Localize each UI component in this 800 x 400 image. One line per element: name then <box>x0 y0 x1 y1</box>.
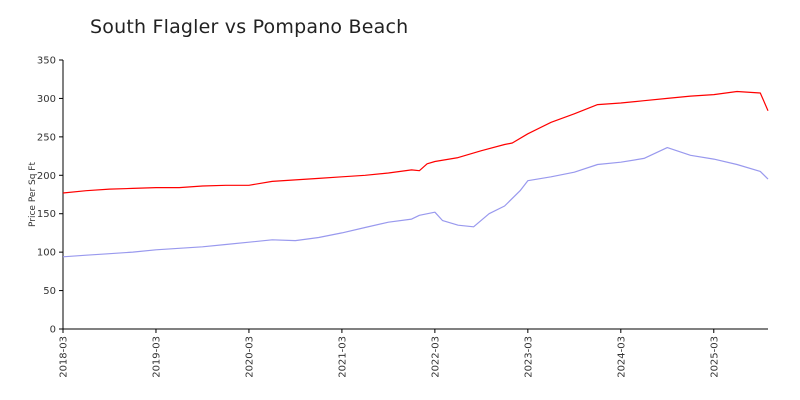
x-tick-label: 2024-03 <box>616 336 627 378</box>
x-tick-label: 2020-03 <box>244 336 255 378</box>
y-axis-label: Price Per Sq Ft <box>28 162 38 227</box>
y-tick-label: 250 <box>37 132 56 143</box>
y-tick-label: 200 <box>37 171 56 182</box>
x-tick-label: 2018-03 <box>59 336 70 378</box>
x-tick-label: 2022-03 <box>430 336 441 378</box>
series-line-1 <box>62 90 769 194</box>
y-tick-label: 150 <box>37 209 56 220</box>
y-tick-label: 100 <box>37 248 56 259</box>
y-tick-label: 300 <box>37 94 56 105</box>
series-group <box>62 90 769 258</box>
x-tick-label: 2023-03 <box>523 336 534 378</box>
x-tick-label: 2019-03 <box>151 336 162 378</box>
y-tick-label: 350 <box>37 56 56 67</box>
y-tick-label: 0 <box>50 325 56 336</box>
axes: 0 50 100 150 200 250 300 350 Price Per Sq Ft 2018… <box>28 56 768 378</box>
series-line-2 <box>62 147 769 258</box>
x-tick-label: 2021-03 <box>337 336 348 378</box>
chart-title: South Flagler vs Pompano Beach <box>90 16 409 38</box>
x-tick-label: 2025-03 <box>709 336 720 378</box>
y-tick-label: 50 <box>43 286 56 297</box>
